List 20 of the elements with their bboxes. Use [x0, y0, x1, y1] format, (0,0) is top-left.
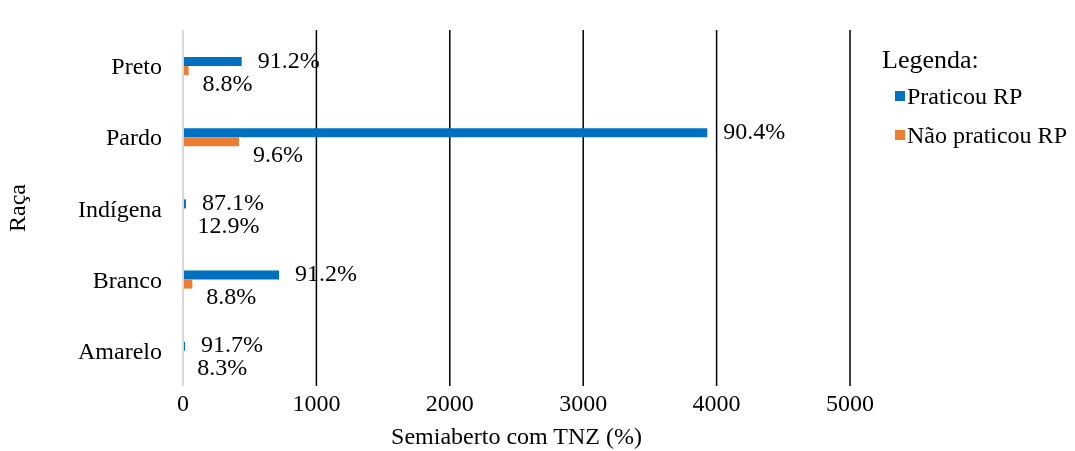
legend-label: Praticou RP	[907, 81, 1023, 110]
legend-title: Legenda:	[882, 45, 980, 75]
y-tick-label: Branco	[92, 266, 162, 293]
y-tick-label: Pardo	[106, 124, 162, 151]
x-tick-label: 3000	[559, 390, 608, 417]
x-tick-label: 2000	[425, 390, 474, 417]
x-tick-label: 1000	[292, 390, 341, 417]
annotation: 8.8%	[202, 69, 253, 96]
y-tick-label: Amarelo	[78, 337, 162, 364]
annotation: 8.8%	[206, 283, 257, 310]
x-axis-title: Semiaberto com TNZ (%)	[391, 423, 642, 449]
y-tick-label: Indígena	[78, 195, 163, 222]
x-tick-label: 0	[177, 390, 189, 417]
annotation: 90.4%	[723, 117, 786, 144]
x-tick-label: 4000	[692, 390, 741, 417]
annotation: 9.6%	[253, 140, 304, 167]
y-tick-label: Preto	[111, 53, 162, 80]
x-tick-label: 5000	[826, 390, 874, 417]
legend-label: Não praticou RP	[907, 120, 1067, 149]
y-axis-title: Raça	[4, 183, 30, 232]
